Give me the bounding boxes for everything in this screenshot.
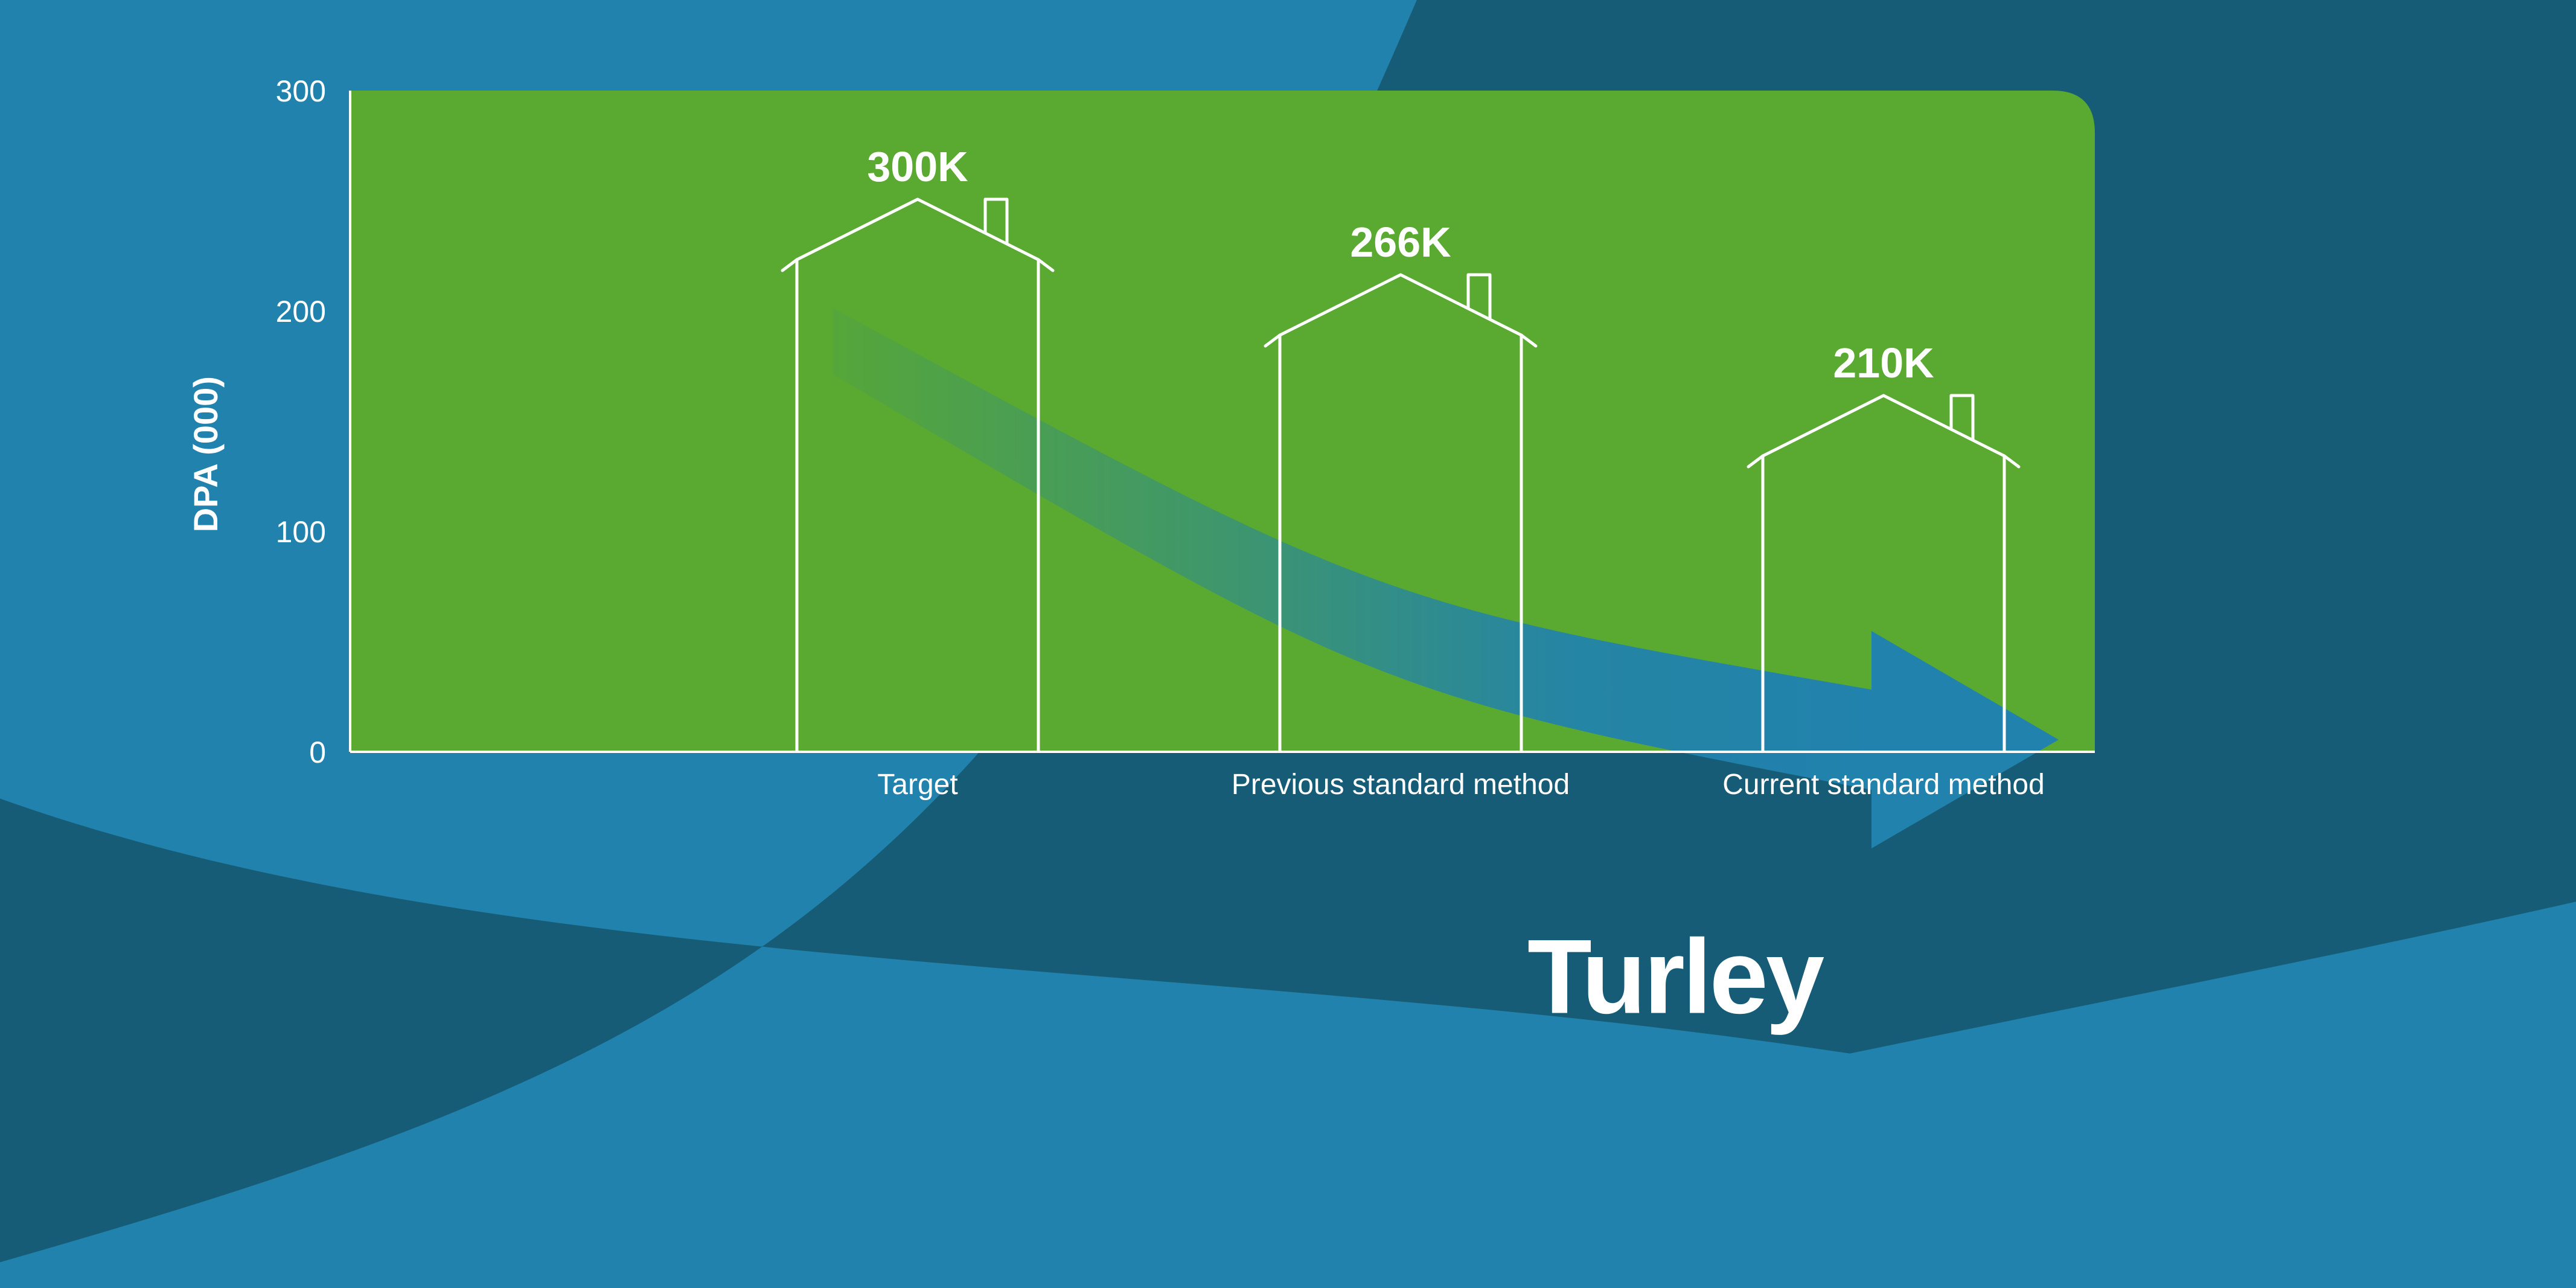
y-axis-title: DPA (000) [187, 376, 225, 532]
y-tick-label-1: 100 [276, 515, 326, 549]
y-tick-label-0: 0 [309, 735, 326, 769]
y-tick-label-2: 200 [276, 295, 326, 328]
value-label-2: 210K [1833, 339, 1934, 386]
x-label-2: Current standard method [1722, 769, 2045, 801]
value-label-0: 300K [867, 143, 968, 190]
x-label-1: Previous standard method [1232, 769, 1570, 801]
logo-text: Turley [1527, 918, 1824, 1036]
value-label-1: 266K [1350, 219, 1451, 266]
x-label-0: Target [877, 769, 957, 801]
y-tick-label-3: 300 [276, 74, 326, 108]
chart-svg: 300K Target 266K Previous standard method 21… [0, 0, 2576, 1288]
chart-stage: 300K Target 266K Previous standard method 21… [0, 0, 2576, 1288]
